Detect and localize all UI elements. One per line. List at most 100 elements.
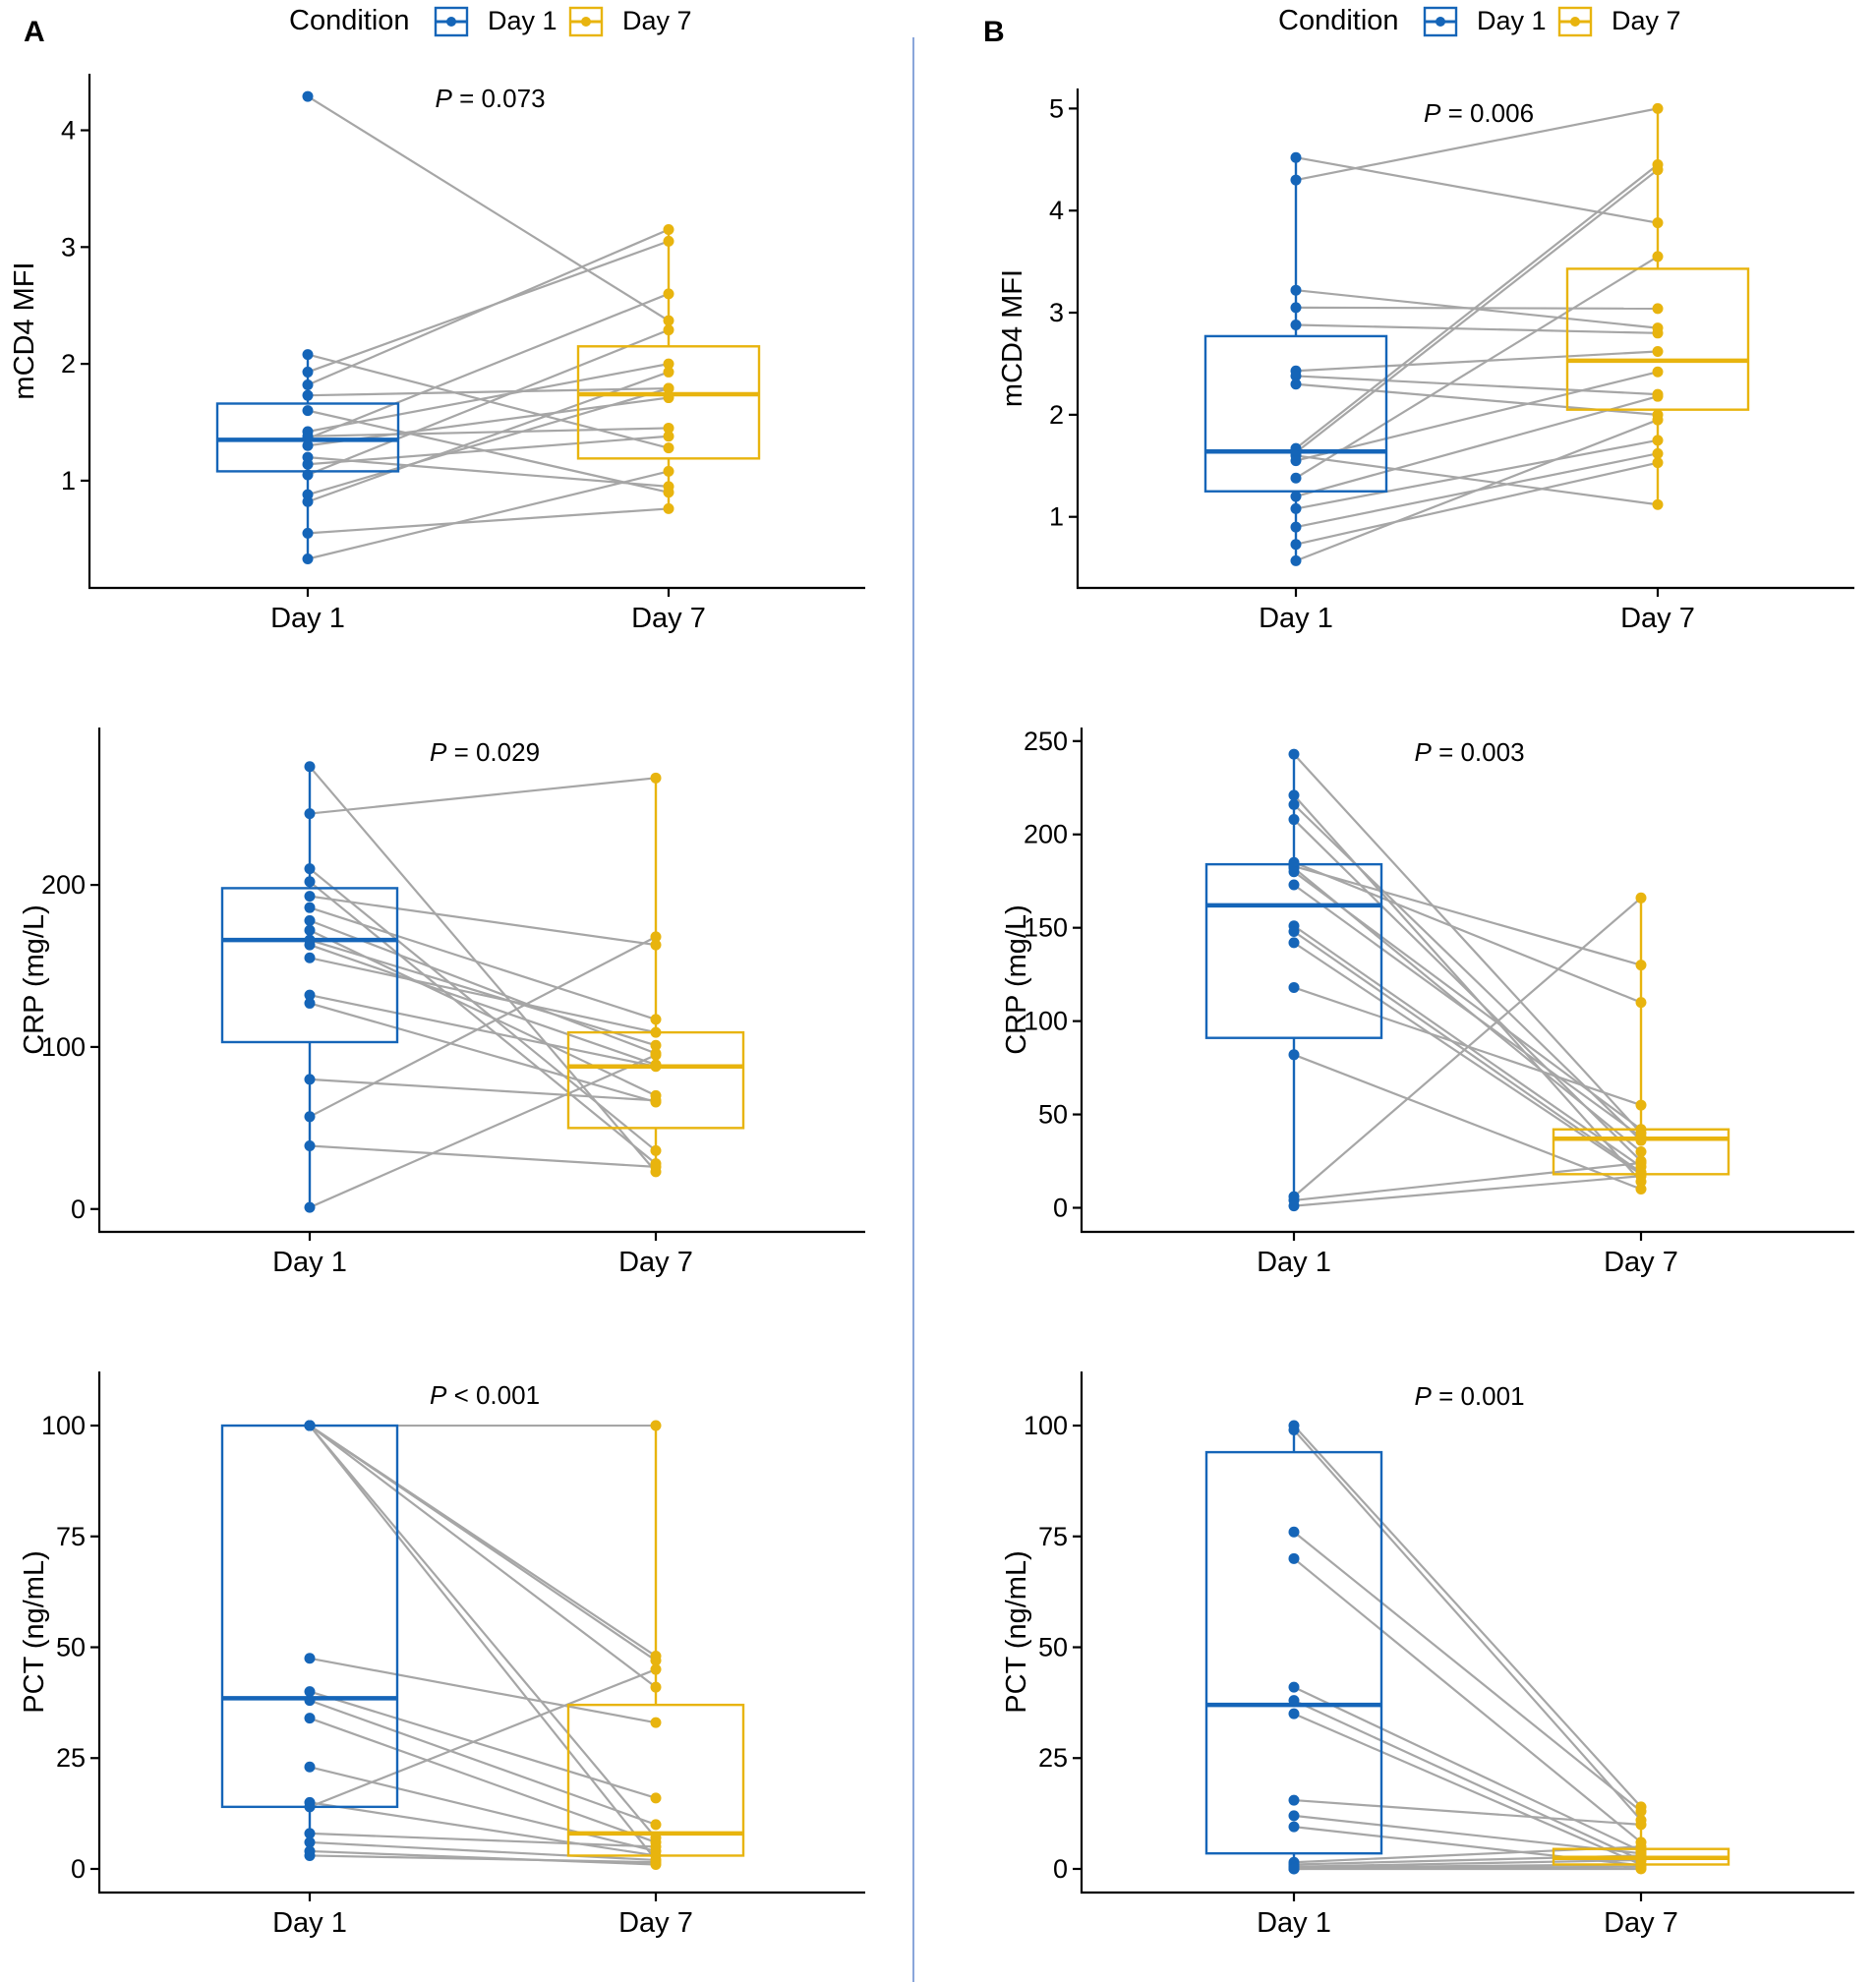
y-tick-label: 150 [1024,913,1068,943]
x-category-label: Day 7 [1604,1907,1678,1939]
data-point-day1 [1288,925,1300,937]
p-value: = 0.029 [446,737,540,767]
data-point-day7 [650,1061,662,1073]
y-tick-label: 200 [1024,820,1068,849]
data-point-day1 [1288,1526,1300,1538]
data-point-day7 [663,223,674,235]
data-point-day1 [302,527,314,539]
chart-b3: 0 25 50 75 100 Day 1 Day 7 PCT (ng/mL) P = 0.001 [1001,1371,1854,1939]
data-point-day1 [304,876,316,888]
data-point-day1 [1288,1708,1300,1720]
data-point-day1 [302,379,314,390]
paired-line [307,507,670,535]
boxplot-day7 [1565,108,1750,505]
y-tick-label: 0 [71,1195,86,1224]
paired-line [309,1699,657,1826]
paired-line [309,895,657,947]
paired-line [1293,753,1642,1135]
data-point-day1 [1288,1425,1300,1436]
y-tick-label: 3 [61,232,76,262]
paired-line [309,1054,657,1209]
legend-title: Condition [1278,5,1399,36]
paired-line [1293,930,1642,1174]
paired-line [307,427,670,437]
p-value-annotation: P = 0.006 [1424,98,1534,128]
y-tick-label: 4 [1049,196,1064,225]
data-point-day1 [304,1686,316,1698]
p-value: = 0.073 [452,84,546,113]
data-point-day1 [1290,151,1302,163]
paired-line [1293,794,1642,1183]
paired-line [1295,163,1659,450]
box-iqr [220,1424,399,1809]
data-point-day1 [304,1761,316,1773]
data-point-day1 [304,891,316,903]
data-point-day7 [650,1663,662,1675]
paired-line [309,1801,657,1857]
data-point-day7 [1652,102,1664,114]
paired-line [1293,1175,1642,1207]
paired-line [309,1144,657,1169]
data-point-day7 [1652,390,1664,402]
data-point-day1 [304,902,316,913]
data-point-day7 [650,1161,662,1173]
data-point-day1 [1290,455,1302,467]
data-point-day7 [663,465,674,477]
legend-key-day7 [1557,6,1593,37]
data-point-day1 [304,1695,316,1707]
paired-line [1293,1161,1642,1202]
paired-line [309,1668,657,1808]
paired-line [1295,375,1659,396]
data-point-day1 [304,997,316,1009]
p-value-annotation: P = 0.029 [430,737,540,767]
paired-line [309,1425,657,1661]
data-point-day7 [663,422,674,434]
paired-line [1293,1713,1642,1866]
data-point-day7 [650,1819,662,1831]
data-point-day7 [663,324,674,336]
box-iqr [1203,334,1388,493]
y-axis-title: CRP (mg/L) [19,904,50,1055]
paired-line [309,935,657,1118]
data-point-day7 [1652,447,1664,459]
data-point-day1 [304,761,316,773]
paired-line [309,867,657,1152]
data-point-day7 [1635,1157,1647,1169]
data-point-day1 [1290,302,1302,314]
paired-line [309,1078,657,1102]
data-point-day7 [650,1144,662,1156]
data-point-day7 [1635,997,1647,1009]
paired-line [309,1657,657,1724]
data-point-day1 [304,939,316,951]
data-point-day7 [663,288,674,300]
paired-line [1295,461,1659,546]
data-point-day1 [1290,379,1302,390]
y-tick-label: 50 [1038,1633,1068,1662]
paired-line [309,994,657,1068]
y-axis-title: CRP (mg/L) [1001,904,1032,1055]
paired-line [1295,395,1659,497]
p-symbol: P [430,1380,447,1410]
paired-line [307,456,670,488]
paired-line [1293,1053,1642,1191]
legend-label-day7: Day 7 [1612,6,1681,35]
data-point-day1 [1288,937,1300,949]
data-point-day1 [304,863,316,875]
x-category-label: Day 1 [272,1907,347,1939]
legend-label-day1: Day 1 [1477,6,1547,35]
data-point-day7 [650,1420,662,1431]
y-tick-label: 250 [1024,727,1068,756]
data-point-day1 [1288,1681,1300,1693]
data-point-day7 [1635,1184,1647,1195]
chart-a1: 1 2 3 4 Day 1 Day 7 mCD4 MFI P = 0.073 [9,74,865,634]
legend-label-day1: Day 1 [488,6,557,35]
paired-line [1295,255,1659,480]
p-symbol: P [1415,1381,1433,1411]
paired-line [1293,1858,1642,1868]
box-iqr [1204,1450,1383,1855]
y-axis-title: PCT (ng/mL) [1001,1550,1032,1713]
data-point-day7 [1652,217,1664,229]
paired-line [1295,371,1659,462]
data-point-day7 [1635,1819,1647,1831]
